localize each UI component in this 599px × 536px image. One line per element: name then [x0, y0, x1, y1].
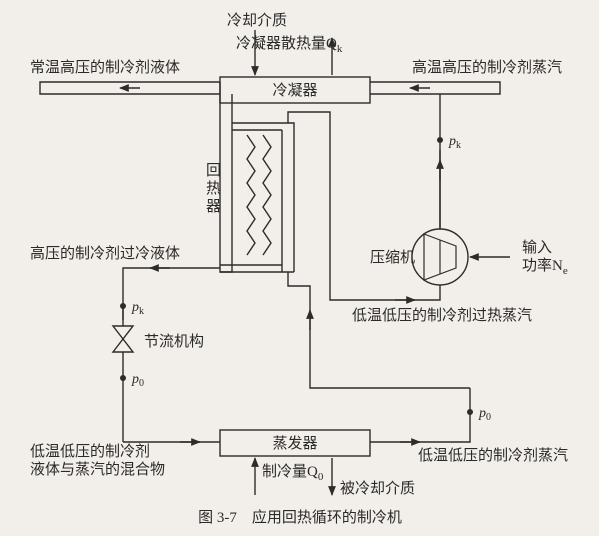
hp-normal-liquid-label: 常温高压的制冷剂液体: [30, 59, 180, 76]
regenerator-label: 回热器: [206, 162, 221, 215]
condenser-left-pipe-down: [220, 82, 232, 103]
compressor-label: 压缩机: [370, 249, 415, 266]
lp-vapor-label: 低温低压的制冷剂蒸汽: [418, 447, 568, 464]
regenerator-cap-top: [232, 123, 294, 130]
p0-label-right: p0: [478, 406, 491, 423]
pk-point-right: [437, 137, 443, 143]
evap-out-line: [370, 388, 470, 442]
qk-label: 冷凝器散热量Qk: [236, 35, 343, 55]
pk-label-left: pk: [131, 300, 144, 317]
p0-label-left: p0: [131, 372, 144, 389]
cooling-medium-label: 冷却介质: [227, 12, 287, 29]
to-regenerator-line: [288, 272, 470, 388]
p0-point-right: [467, 409, 473, 415]
condenser-label: 冷凝器: [272, 82, 317, 99]
figure-caption: 图 3-7 应用回热循环的制冷机: [198, 508, 402, 526]
lp-superheated-vapor-label: 低温低压的制冷剂过热蒸汽: [352, 307, 532, 324]
regenerator-cap-bottom: [220, 265, 294, 272]
q0-label: 制冷量Q0: [262, 463, 324, 483]
compressor-out-line: [440, 94, 495, 229]
lp-mixture-label: 低温低压的制冷剂 液体与蒸汽的混合物: [30, 443, 165, 478]
condenser-right-pipe: [370, 82, 500, 94]
hp-subcooled-liquid-label: 高压的制冷剂过冷液体: [30, 245, 180, 262]
pk-label-right: pk: [448, 134, 461, 151]
cooled-medium-label: 被冷却介质: [340, 480, 415, 497]
evaporator-label: 蒸发器: [272, 435, 317, 452]
regenerator-outer-right: [282, 130, 294, 272]
regenerator-coil-1: [247, 135, 255, 255]
from-regenerator-line: [288, 112, 440, 300]
refrigeration-cycle-diagram: 冷凝器 冷却介质 冷凝器散热量Qk 常温高压的制冷剂液体 高温高压的制冷剂蒸汽 …: [0, 0, 599, 536]
throttle-label: 节流机构: [144, 333, 204, 350]
input-power-label: 输入 功率Ne: [522, 239, 568, 277]
hp-hot-vapor-label: 高温高压的制冷剂蒸汽: [412, 59, 562, 76]
p0-point-left: [120, 375, 126, 381]
throttle-valve-icon: [113, 326, 133, 352]
regenerator-coil-2: [263, 135, 271, 255]
regenerator-outer-left: [220, 103, 232, 272]
